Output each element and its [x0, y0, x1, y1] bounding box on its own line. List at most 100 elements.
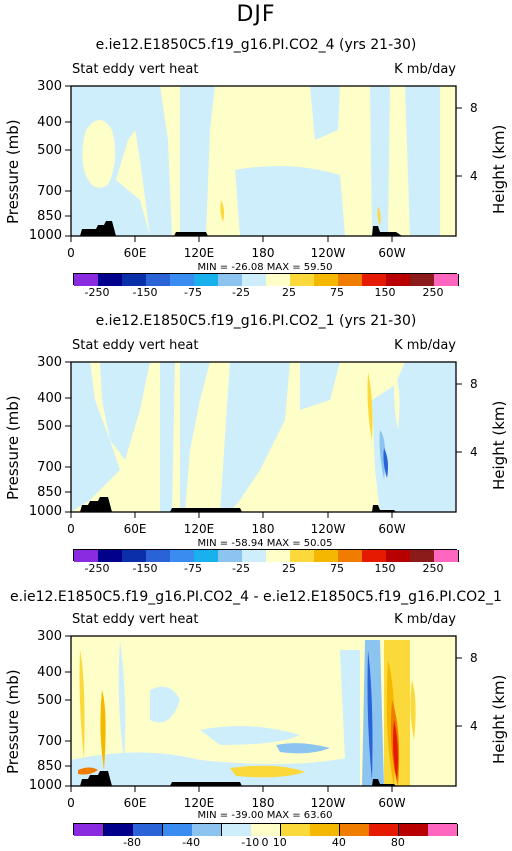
panel-1-frame: [70, 85, 457, 237]
panel-1-colorbar: [73, 273, 459, 286]
colorbar-swatch: [98, 274, 123, 286]
panel-1-xtick-120e: 120E: [183, 246, 215, 260]
colorbar-swatch: [434, 550, 459, 562]
panel-2-colorbar-labels: -250 -150 -75 -25 25 75 150 250: [0, 562, 512, 576]
colorbar-swatch: [362, 550, 387, 562]
panel-3-minmax: MIN = -39.00 MAX = 63.60: [197, 810, 333, 821]
panel-2-units-label: K mb/day: [394, 338, 456, 353]
season-title: DJF: [236, 2, 276, 27]
panel-1-ytick-400: 400: [37, 115, 62, 130]
colorbar-swatch: [74, 824, 105, 836]
panel-3-frame: [70, 635, 457, 787]
panel-2-htick-8: 8: [470, 377, 478, 391]
colorbar-swatch: [218, 274, 243, 286]
panel-3-xtick-120w: 120W: [310, 796, 346, 810]
colorbar-label: -25: [232, 562, 250, 575]
panel-2-xtick-60e: 60E: [123, 522, 147, 536]
colorbar-label: -10: [241, 836, 260, 849]
panel-2-y2label: Height (km): [490, 400, 508, 490]
panel-3-contours: [71, 636, 456, 786]
panel-1-topography: [80, 221, 402, 236]
panel-2-ytick-400: 400: [37, 391, 62, 406]
colorbar-swatch: [410, 274, 435, 286]
colorbar-swatch: [194, 274, 219, 286]
colorbar-swatch: [122, 274, 147, 286]
panel-1-xtick-120w: 120W: [310, 246, 346, 260]
colorbar-swatch: [218, 550, 243, 562]
colorbar-swatch: [310, 824, 341, 836]
panel-2-ytick-700: 700: [37, 460, 62, 475]
panel-2-xtick-60w: 60W: [378, 522, 406, 536]
panel-3-xtick-0: 0: [67, 796, 75, 810]
panel-2-topography: [80, 497, 396, 512]
panel-3-colorbar-labels: -80 -40 -10 0 10 40 80: [0, 836, 512, 850]
colorbar-swatch: [170, 550, 195, 562]
colorbar-swatch: [314, 274, 339, 286]
colorbar-label: 25: [282, 562, 296, 575]
panel-3-htick-4: 4: [470, 719, 478, 733]
panel-1-colorbar-labels: -250 -150 -75 -25 25 75 150 250: [0, 286, 512, 300]
panel-1-contours: [71, 86, 456, 236]
panel-3-ytick-300: 300: [37, 629, 62, 644]
colorbar-label: -75: [184, 286, 202, 299]
panel-3-htick-8: 8: [470, 651, 478, 665]
panel-2-xtick-120w: 120W: [310, 522, 346, 536]
panel-1-ticks: [65, 85, 462, 242]
panel-1-xtick-0: 0: [67, 246, 75, 260]
panel-2-ytick-500: 500: [37, 419, 62, 434]
colorbar-label: 80: [390, 836, 405, 849]
colorbar-swatch: [290, 550, 315, 562]
colorbar-swatch: [338, 274, 363, 286]
colorbar-label: -250: [84, 562, 110, 575]
panel-3-xtick-180: 180: [251, 796, 275, 810]
panel-2-variable-label: Stat eddy vert heat: [72, 338, 199, 353]
colorbar-label: 250: [422, 562, 444, 575]
panel-1-htick-8: 8: [470, 101, 478, 115]
colorbar-label: -150: [132, 562, 158, 575]
panel-2-xtick-120e: 120E: [183, 522, 215, 536]
colorbar-label: -80: [123, 836, 142, 849]
colorbar-swatch: [242, 550, 267, 562]
colorbar-swatch: [192, 824, 223, 836]
panel-3-units-label: K mb/day: [394, 612, 456, 627]
colorbar-swatch: [122, 550, 147, 562]
panel-1-ytick-850: 850: [37, 209, 62, 224]
panel-3-ticks: [65, 635, 462, 792]
colorbar-swatch: [386, 274, 411, 286]
panel-1-xtick-180: 180: [251, 246, 275, 260]
panel-2-contours: [71, 362, 456, 512]
colorbar-swatch: [242, 274, 267, 286]
panel-1-ytick-1000: 1000: [28, 228, 62, 243]
panel-3-colorbar: [73, 823, 459, 836]
colorbar-label: 25: [282, 286, 296, 299]
colorbar-label: -25: [232, 286, 250, 299]
colorbar-label: 75: [330, 562, 344, 575]
panel-3-xtick-60w: 60W: [378, 796, 406, 810]
panel-2-ytick-1000: 1000: [28, 504, 62, 519]
panel-1-ytick-500: 500: [37, 143, 62, 158]
panel-3-ytick-400: 400: [37, 665, 62, 680]
colorbar-label: -150: [132, 286, 158, 299]
colorbar-label: 40: [331, 836, 346, 849]
colorbar-label: 150: [374, 562, 396, 575]
colorbar-swatch: [98, 550, 123, 562]
colorbar-swatch: [194, 550, 219, 562]
colorbar-label: 250: [422, 286, 444, 299]
panel-1-ytick-300: 300: [37, 79, 62, 94]
panel-2-ytick-300: 300: [37, 355, 62, 370]
colorbar-swatch: [133, 824, 164, 836]
panel-1-ylabel: Pressure (mb): [4, 119, 22, 224]
colorbar-label: -40: [182, 836, 201, 849]
colorbar-swatch: [266, 550, 291, 562]
colorbar-swatch: [251, 824, 282, 836]
colorbar-label: -250: [84, 286, 110, 299]
panel-3-xtick-60e: 60E: [123, 796, 147, 810]
panel-2-colorbar: [73, 549, 459, 562]
panel-2-htick-4: 4: [470, 445, 478, 459]
panel-1-minmax: MIN = -26.08 MAX = 59.50: [197, 262, 333, 273]
panel-3-variable-label: Stat eddy vert heat: [72, 612, 199, 627]
colorbar-swatch: [369, 824, 400, 836]
